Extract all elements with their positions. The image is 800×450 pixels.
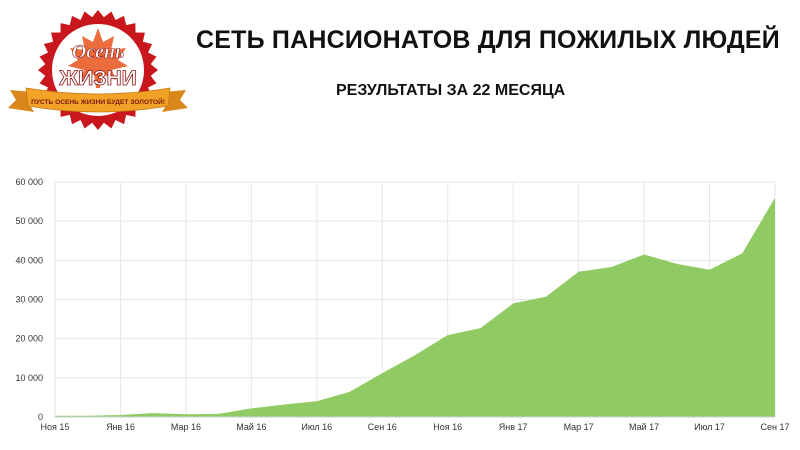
- page-title: СЕТЬ ПАНСИОНАТОВ ДЛЯ ПОЖИЛЫХ ЛЮДЕЙ: [196, 26, 780, 54]
- y-tick-label: 60 000: [15, 177, 43, 187]
- x-tick-label: Ноя 15: [41, 422, 70, 432]
- y-tick-label: 20 000: [15, 334, 43, 344]
- maple-leaf-icon: [68, 28, 128, 88]
- x-tick-label: Май 16: [236, 422, 266, 432]
- area-series: [55, 197, 775, 417]
- page-subtitle: РЕЗУЛЬТАТЫ ЗА 22 МЕСЯЦА: [336, 82, 566, 99]
- area-chart: 0 10 000 20 000 30 000 40 000 50 000 60 000 Но…: [15, 177, 790, 432]
- x-tick-label: Июл 17: [694, 422, 725, 432]
- y-tick-label: 50 000: [15, 216, 43, 226]
- x-tick-label: Сен 16: [368, 422, 397, 432]
- x-tick-label: Мар 17: [564, 422, 594, 432]
- y-tick-label: 40 000: [15, 255, 43, 265]
- y-tick-label: 30 000: [15, 295, 43, 305]
- logo-word-osen: Осень: [72, 41, 124, 63]
- logo-word-zhizni: ЖИЗНИ: [58, 67, 137, 90]
- x-axis-ticks: Ноя 15 Янв 16 Мар 16 Май 16 Июл 16 Сен 16 Ноя …: [41, 422, 790, 432]
- x-tick-label: Янв 17: [499, 422, 528, 432]
- x-tick-label: Июл 16: [301, 422, 332, 432]
- y-tick-label: 0: [38, 412, 43, 422]
- x-tick-label: Сен 17: [761, 422, 790, 432]
- x-tick-label: Янв 16: [106, 422, 135, 432]
- y-tick-label: 10 000: [15, 373, 43, 383]
- ribbon: [25, 87, 171, 113]
- x-tick-label: Ноя 16: [433, 422, 462, 432]
- logo: Осень ЖИЗНИ ПУСТЬ ОСЕНЬ ЖИЗНИ БУДЕТ ЗОЛО…: [8, 10, 188, 130]
- logo-tagline: ПУСТЬ ОСЕНЬ ЖИЗНИ БУДЕТ ЗОЛОТОЙ!: [31, 97, 165, 106]
- x-tick-label: Мар 16: [171, 422, 201, 432]
- y-axis-ticks: 0 10 000 20 000 30 000 40 000 50 000 60 000: [15, 177, 43, 422]
- x-tick-label: Май 17: [629, 422, 659, 432]
